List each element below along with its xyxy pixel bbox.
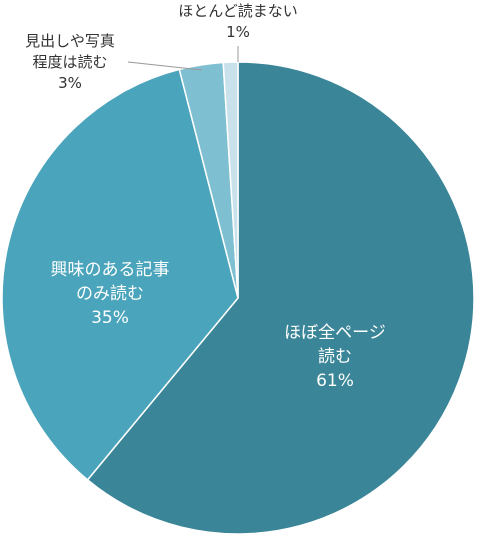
leader-line-3 xyxy=(127,61,203,71)
slice-label-line: のみ読む xyxy=(76,284,144,304)
slice-value-4: 1% xyxy=(226,23,250,41)
slice-label-4: ほとんど読まない 1% xyxy=(178,2,298,41)
slice-label-line: ほぼ全ページ xyxy=(284,323,386,343)
slice-label-1: ほぼ全ページ読む 61% xyxy=(284,323,386,391)
pie-slice-2 xyxy=(1,68,239,481)
slice-label-line: 読む xyxy=(318,347,352,367)
slice-label-3: 見出しや写真程度は読む 3% xyxy=(25,32,115,92)
slice-label-2: 興味のある記事のみ読む 35% xyxy=(51,260,170,328)
pie-slice-1 xyxy=(86,61,475,535)
slice-value-2: 35% xyxy=(91,308,129,328)
slice-label-line: 程度は読む xyxy=(32,53,107,71)
slice-value-3: 3% xyxy=(58,74,82,92)
slice-label-line: ほとんど読まない xyxy=(178,2,298,20)
slice-value-1: 61% xyxy=(316,371,354,391)
slice-label-line: 見出しや写真 xyxy=(25,32,115,50)
slice-label-line: 興味のある記事 xyxy=(51,260,170,280)
